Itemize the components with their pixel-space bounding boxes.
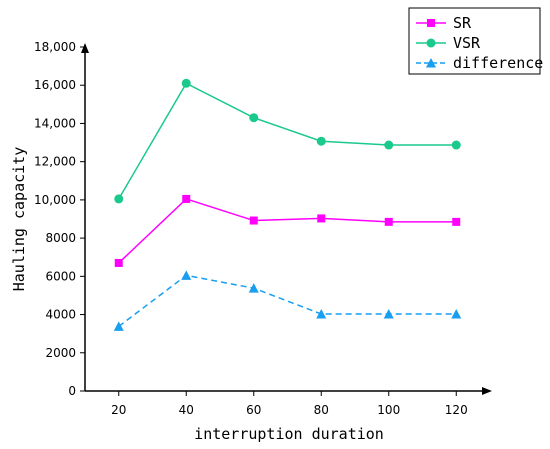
y-tick-label: 10,000 — [34, 193, 76, 207]
legend-marker — [427, 19, 435, 27]
series-line-difference — [118, 274, 457, 328]
y-tick-label: 16,000 — [34, 78, 76, 92]
data-point-VSR — [384, 140, 394, 150]
x-tick-label: 120 — [445, 403, 468, 417]
y-tick-label: 18,000 — [34, 40, 76, 54]
y-tick-label: 12,000 — [34, 155, 76, 169]
legend-item-difference: difference — [416, 54, 543, 72]
y-tick-label: 8000 — [45, 231, 76, 245]
y-tick-label: 6000 — [45, 269, 76, 283]
x-tick-label: 60 — [246, 403, 261, 417]
x-tick-label: 100 — [377, 403, 400, 417]
series-line-VSR — [118, 82, 457, 200]
data-point-VSR — [181, 78, 191, 88]
y-axis-arrow — [81, 43, 89, 53]
data-point-difference — [316, 308, 327, 319]
data-point-difference — [383, 308, 394, 319]
legend-marker — [426, 38, 436, 48]
data-point-VSR — [451, 140, 461, 150]
legend-marker — [426, 58, 436, 68]
legend-item-SR: SR — [416, 14, 472, 32]
x-tick-label: 40 — [179, 403, 194, 417]
data-point-VSR — [114, 194, 124, 204]
y-tick-label: 4000 — [45, 308, 76, 322]
x-tick-label: 20 — [111, 403, 126, 417]
data-point-difference — [248, 283, 259, 293]
legend-label: difference — [453, 54, 543, 72]
y-tick-label: 14,000 — [34, 116, 76, 130]
legend: SR VSR difference — [408, 7, 543, 75]
y-tick-label: 0 — [68, 384, 76, 398]
data-point-SR — [182, 194, 191, 203]
x-axis-ticks: 20 40 60 80 100 120 — [111, 391, 468, 417]
data-point-SR — [452, 217, 461, 226]
series-SR — [114, 194, 461, 267]
series-VSR — [114, 78, 461, 204]
data-point-VSR — [249, 113, 259, 123]
x-axis-title: interruption duration — [194, 425, 384, 443]
data-point-difference — [181, 270, 192, 280]
series-difference — [113, 270, 462, 331]
legend-label: VSR — [453, 34, 481, 52]
axes — [81, 43, 492, 395]
series-layer — [113, 78, 462, 331]
legend-item-VSR: VSR — [416, 34, 481, 52]
data-point-SR — [384, 217, 393, 226]
data-point-difference — [113, 321, 124, 331]
y-axis-title: Hauling capacity — [10, 147, 28, 292]
x-axis-arrow — [482, 387, 492, 395]
data-point-SR — [249, 216, 258, 225]
series-line-SR — [118, 198, 457, 264]
y-tick-label: 2000 — [45, 346, 76, 360]
legend-label: SR — [453, 14, 472, 32]
data-point-SR — [114, 258, 123, 267]
data-point-VSR — [316, 136, 326, 146]
y-axis-ticks: 0 2000 4000 6000 8000 10,000 12,000 14,000 16,00… — [34, 40, 85, 398]
data-point-difference — [451, 308, 462, 319]
x-tick-label: 80 — [314, 403, 329, 417]
data-point-SR — [317, 214, 326, 223]
